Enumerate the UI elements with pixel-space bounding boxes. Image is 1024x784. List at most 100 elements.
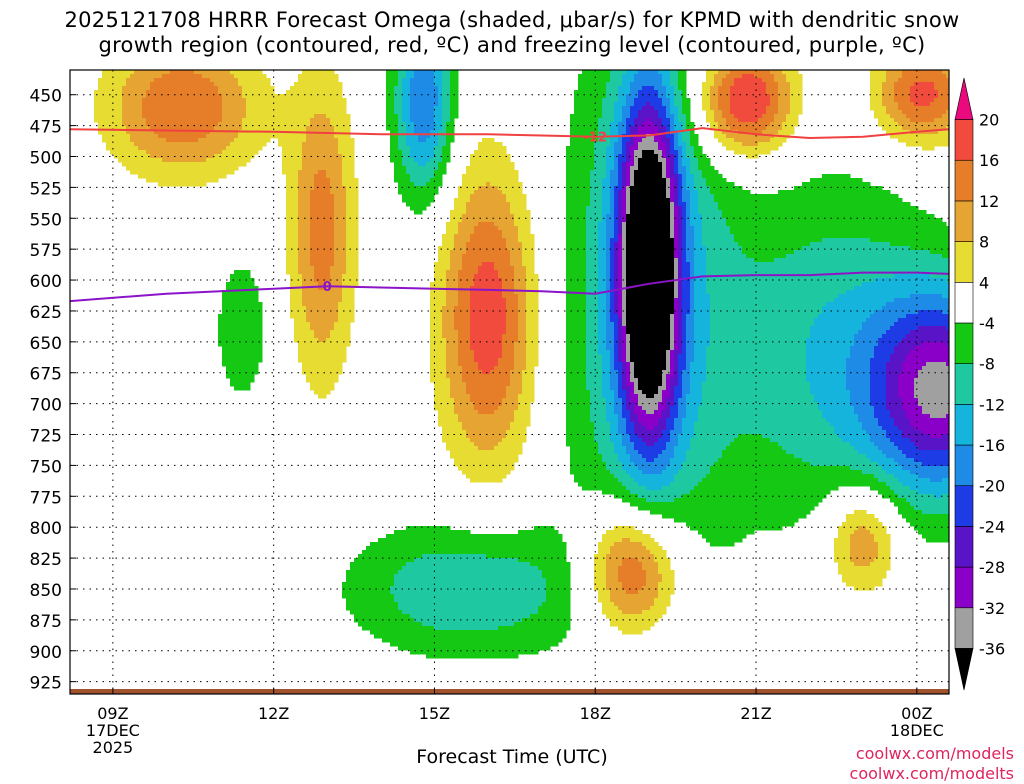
- omega-cell: [270, 134, 275, 139]
- omega-cell: [286, 122, 291, 127]
- omega-cell: [750, 194, 755, 199]
- omega-cell: [402, 186, 407, 191]
- omega-cell: [150, 178, 155, 183]
- omega-cell: [414, 154, 419, 159]
- omega-cell: [266, 134, 271, 139]
- omega-cell: [754, 78, 759, 83]
- omega-cell: [670, 138, 675, 143]
- omega-cell: [166, 110, 171, 115]
- omega-cell: [134, 142, 139, 147]
- omega-cell: [138, 86, 143, 91]
- omega-cell: [822, 214, 827, 219]
- omega-cell: [126, 78, 131, 83]
- omega-cell: [438, 86, 443, 91]
- omega-cell: [682, 210, 687, 215]
- omega-cell: [646, 138, 651, 143]
- omega-cell: [214, 98, 219, 103]
- omega-cell: [342, 190, 347, 195]
- omega-cell: [150, 90, 155, 95]
- omega-cell: [678, 166, 683, 171]
- omega-cell: [722, 178, 727, 183]
- omega-cell: [278, 126, 283, 131]
- omega-cell: [258, 82, 263, 87]
- omega-cell: [462, 194, 467, 199]
- omega-cell: [578, 166, 583, 171]
- omega-cell: [898, 202, 903, 207]
- omega-cell: [578, 78, 583, 83]
- omega-cell: [338, 170, 343, 175]
- omega-cell: [158, 98, 163, 103]
- omega-cell: [834, 198, 839, 203]
- omega-cell: [774, 142, 779, 147]
- omega-cell: [230, 70, 235, 75]
- omega-cell: [890, 110, 895, 115]
- omega-cell: [606, 206, 611, 211]
- omega-cell: [158, 158, 163, 163]
- omega-cell: [402, 126, 407, 131]
- omega-cell: [446, 78, 451, 83]
- omega-cell: [618, 198, 623, 203]
- omega-cell: [450, 74, 455, 79]
- omega-cell: [662, 150, 667, 155]
- omega-cell: [394, 150, 399, 155]
- omega-cell: [578, 130, 583, 135]
- omega-cell: [246, 134, 251, 139]
- omega-cell: [506, 166, 511, 171]
- omega-cell: [154, 82, 159, 87]
- omega-cell: [686, 162, 691, 167]
- omega-cell: [522, 210, 527, 215]
- omega-cell: [178, 102, 183, 107]
- omega-cell: [678, 146, 683, 151]
- omega-cell: [606, 94, 611, 99]
- omega-cell: [438, 82, 443, 87]
- omega-cell: [806, 194, 811, 199]
- omega-cell: [186, 126, 191, 131]
- omega-cell: [786, 122, 791, 127]
- omega-cell: [450, 134, 455, 139]
- omega-cell: [674, 210, 679, 215]
- omega-cell: [794, 78, 799, 83]
- omega-cell: [318, 218, 323, 223]
- omega-cell: [674, 146, 679, 151]
- omega-cell: [626, 190, 631, 195]
- omega-cell: [426, 118, 431, 123]
- omega-cell: [450, 138, 455, 143]
- omega-cell: [330, 70, 335, 75]
- omega-cell: [414, 126, 419, 131]
- omega-cell: [206, 86, 211, 91]
- omega-cell: [858, 206, 863, 211]
- omega-cell: [310, 186, 315, 191]
- omega-cell: [206, 122, 211, 127]
- omega-cell: [734, 114, 739, 119]
- omega-cell: [222, 146, 227, 151]
- omega-cell: [726, 118, 731, 123]
- omega-cell: [594, 162, 599, 167]
- omega-cell: [654, 70, 659, 75]
- omega-cell: [746, 142, 751, 147]
- omega-cell: [198, 82, 203, 87]
- omega-cell: [706, 170, 711, 175]
- omega-cell: [570, 142, 575, 147]
- omega-cell: [590, 82, 595, 87]
- omega-cell: [762, 142, 767, 147]
- omega-cell: [162, 110, 167, 115]
- omega-cell: [326, 182, 331, 187]
- omega-cell: [634, 74, 639, 79]
- omega-cell: [650, 110, 655, 115]
- omega-cell: [666, 186, 671, 191]
- omega-cell: [770, 90, 775, 95]
- omega-cell: [222, 94, 227, 99]
- omega-cell: [674, 198, 679, 203]
- omega-cell: [430, 118, 435, 123]
- omega-cell: [646, 210, 651, 215]
- omega-cell: [426, 82, 431, 87]
- omega-cell: [422, 146, 427, 151]
- omega-cell: [126, 122, 131, 127]
- omega-cell: [634, 146, 639, 151]
- omega-cell: [206, 106, 211, 111]
- omega-cell: [682, 174, 687, 179]
- omega-cell: [842, 214, 847, 219]
- omega-cell: [662, 182, 667, 187]
- omega-cell: [622, 86, 627, 91]
- omega-cell: [742, 138, 747, 143]
